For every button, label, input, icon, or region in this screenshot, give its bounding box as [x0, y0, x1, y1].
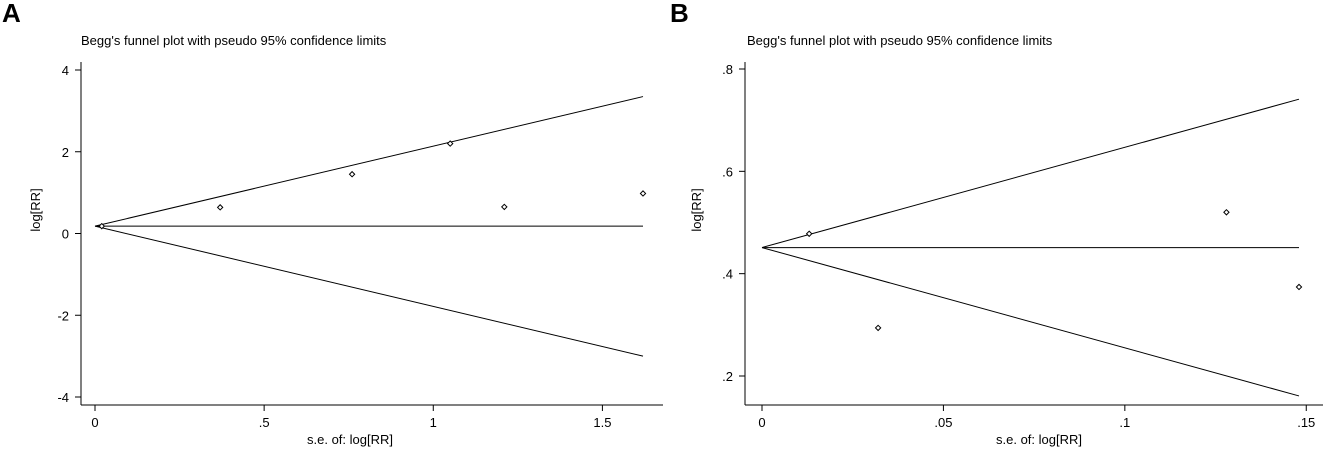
- x-tick-label-a: 1: [430, 415, 437, 430]
- y-axis-label-b: log[RR]: [689, 188, 704, 231]
- x-axis-label-a: s.e. of: log[RR]: [307, 432, 393, 447]
- y-tick-label-a: 0: [62, 227, 69, 242]
- panel-letter-a: A: [2, 0, 21, 28]
- funnel-plot-a: Begg's funnel plot with pseudo 95% confi…: [28, 33, 663, 447]
- y-tick-label-b: .8: [722, 62, 733, 77]
- x-axis-label-b: s.e. of: log[RR]: [996, 432, 1082, 447]
- y-tick-label-a: -4: [57, 390, 69, 405]
- y-tick-label-b: .6: [722, 164, 733, 179]
- study-point-b: [1223, 208, 1230, 216]
- y-tick-label-a: 4: [62, 63, 69, 78]
- study-point-a: [216, 204, 224, 211]
- study-point-a: [446, 140, 454, 147]
- study-point-a: [501, 203, 508, 211]
- study-point-b: [874, 324, 882, 332]
- y-tick-label-b: .4: [722, 267, 733, 282]
- x-tick-label-b: .1: [1119, 415, 1130, 430]
- lower-confidence-limit-a: [94, 225, 644, 357]
- upper-confidence-limit-b: [761, 98, 1300, 249]
- lower-confidence-limit-b: [761, 247, 1300, 397]
- x-tick-label-a: 0: [91, 415, 98, 430]
- study-point-a: [639, 190, 647, 197]
- plot-title-b: Begg's funnel plot with pseudo 95% confi…: [747, 33, 1053, 48]
- x-tick-label-b: .15: [1297, 415, 1315, 430]
- x-tick-label-a: 1.5: [593, 415, 611, 430]
- plot-title-a: Begg's funnel plot with pseudo 95% confi…: [81, 33, 387, 48]
- y-axis-label-a: log[RR]: [28, 188, 43, 231]
- study-point-a: [348, 170, 356, 178]
- upper-confidence-limit-a: [94, 96, 644, 227]
- study-point-b: [1295, 283, 1303, 291]
- x-tick-label-b: 0: [758, 415, 765, 430]
- panel-a: A Begg's funnel plot with pseudo 95% con…: [2, 0, 663, 447]
- y-tick-label-b: .2: [722, 369, 733, 384]
- panel-letter-b: B: [670, 0, 689, 28]
- funnel-plot-b: Begg's funnel plot with pseudo 95% confi…: [689, 33, 1323, 447]
- x-tick-label-a: .5: [259, 415, 270, 430]
- y-tick-label-a: 2: [62, 145, 69, 160]
- y-tick-label-a: -2: [57, 308, 69, 323]
- study-point-b: [805, 230, 813, 238]
- study-point-a: [98, 222, 106, 230]
- panel-b: B Begg's funnel plot with pseudo 95% con…: [663, 0, 1326, 450]
- x-tick-label-b: .05: [934, 415, 952, 430]
